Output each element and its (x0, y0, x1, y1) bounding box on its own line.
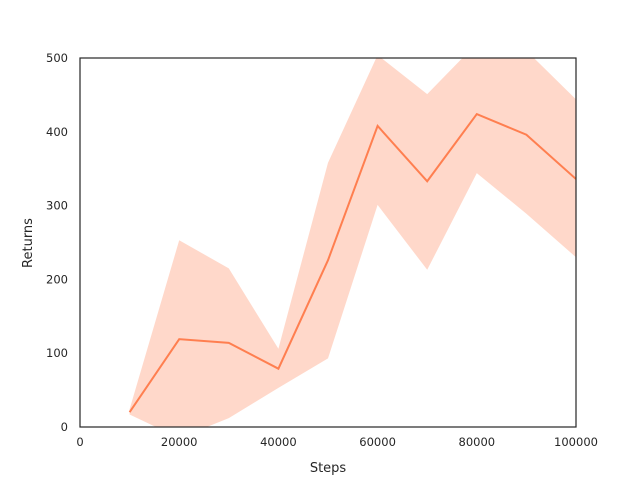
y-tick-label: 200 (46, 272, 68, 286)
x-tick-label: 60000 (359, 435, 396, 449)
x-tick-label: 0 (76, 435, 83, 449)
x-tick-label: 80000 (459, 435, 496, 449)
y-tick-label: 400 (46, 125, 68, 139)
x-tick-label: 20000 (161, 435, 198, 449)
mean-line (128, 112, 576, 413)
plot-frame (79, 57, 577, 428)
confidence-band (129, 58, 576, 427)
y-axis-label: Returns (21, 218, 36, 268)
x-axis-label: Steps (310, 461, 347, 476)
x-tick-label: 40000 (260, 435, 297, 449)
y-tick-label: 100 (46, 346, 68, 360)
y-tick-label: 500 (46, 51, 68, 65)
x-tick-label: 100000 (554, 435, 598, 449)
y-tick-label: 300 (46, 199, 68, 213)
y-tick-label: 0 (61, 420, 68, 434)
plot-area (128, 58, 576, 427)
